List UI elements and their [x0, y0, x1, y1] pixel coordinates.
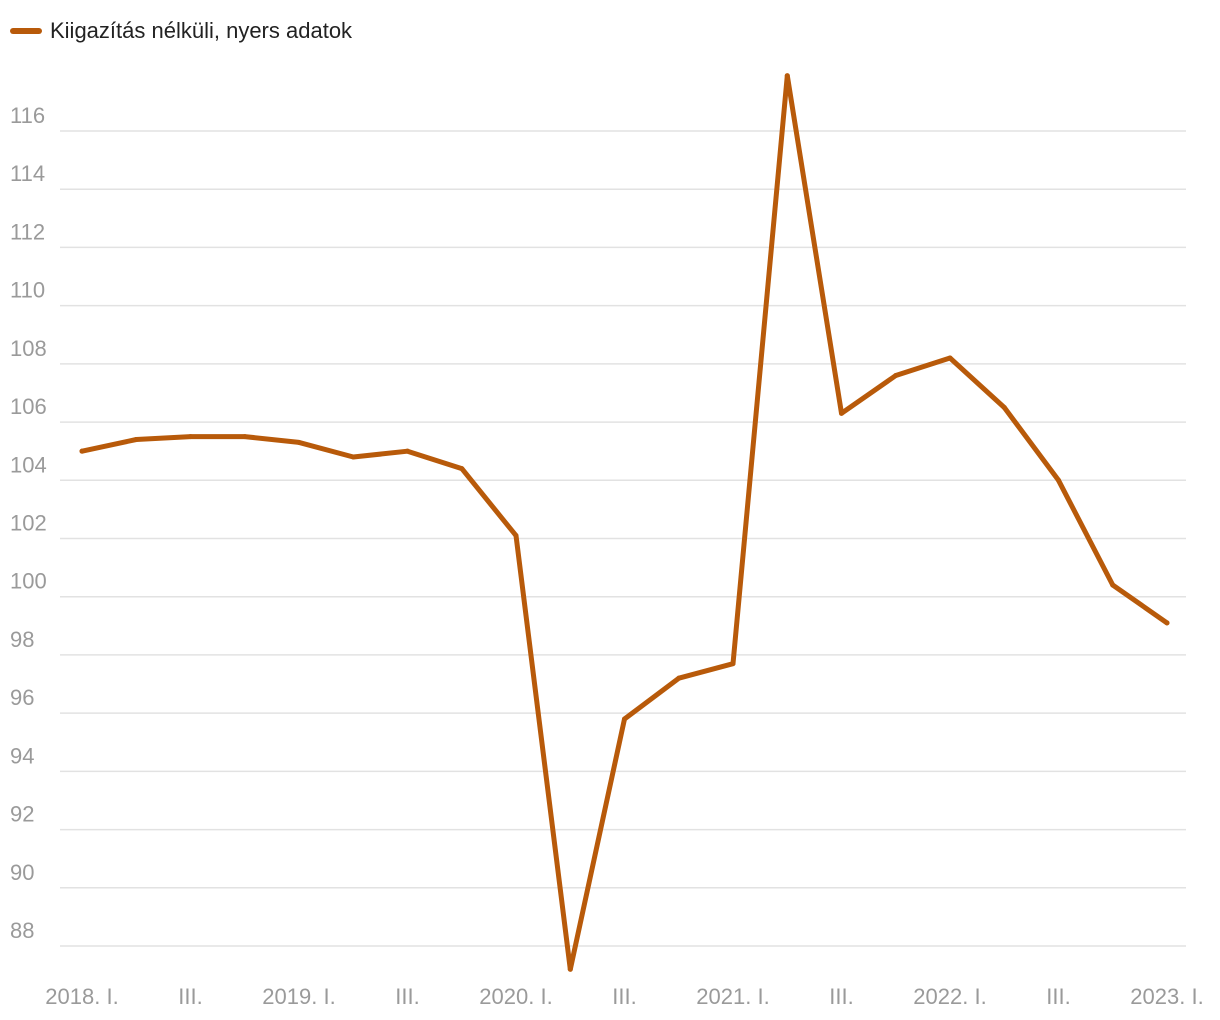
y-tick-label: 94: [10, 743, 34, 768]
data-point: [1001, 405, 1007, 411]
x-tick-label: 2020. I.: [479, 984, 552, 1009]
data-point: [79, 448, 85, 454]
x-tick-label: III.: [829, 984, 853, 1009]
data-point: [133, 437, 139, 443]
legend: Kiigazítás nélküli, nyers adatok: [10, 18, 352, 44]
x-tick-label: III.: [395, 984, 419, 1009]
x-tick-label: III.: [178, 984, 202, 1009]
data-point: [784, 73, 790, 79]
data-point: [188, 434, 193, 440]
data-point: [947, 355, 953, 361]
y-tick-label: 106: [10, 394, 47, 419]
y-tick-label: 114: [10, 161, 45, 186]
data-point: [1164, 620, 1170, 626]
y-tick-label: 96: [10, 685, 34, 710]
y-tick-label: 100: [10, 569, 47, 594]
data-point: [242, 434, 248, 440]
x-tick-label: 2022. I.: [913, 984, 986, 1009]
y-tick-label: 112: [10, 219, 45, 244]
y-tick-label: 92: [10, 802, 34, 827]
data-point: [730, 661, 736, 667]
y-tick-label: 108: [10, 336, 47, 361]
x-tick-label: 2019. I.: [262, 984, 335, 1009]
data-point: [459, 466, 465, 472]
legend-swatch: [10, 28, 42, 34]
data-point: [1110, 582, 1116, 588]
y-tick-label: 102: [10, 511, 47, 536]
x-tick-label: III.: [612, 984, 636, 1009]
data-point: [567, 966, 573, 972]
y-tick-label: 90: [10, 860, 34, 885]
data-point: [893, 373, 899, 378]
x-tick-label: 2023. I.: [1130, 984, 1203, 1009]
y-tick-label: 98: [10, 627, 34, 652]
x-tick-label: III.: [1046, 984, 1070, 1009]
data-point: [350, 454, 356, 460]
y-tick-label: 104: [10, 452, 47, 477]
data-point: [622, 716, 627, 722]
y-tick-label: 88: [10, 918, 34, 943]
series-line: [79, 73, 1170, 972]
data-point: [839, 410, 844, 416]
data-point: [676, 675, 682, 681]
y-tick-label: 110: [10, 278, 45, 303]
data-point: [513, 533, 519, 539]
data-point: [405, 448, 410, 454]
y-tick-label: 116: [10, 103, 45, 128]
data-point: [296, 439, 302, 445]
x-tick-label: 2018. I.: [45, 984, 118, 1009]
data-point: [1056, 477, 1061, 483]
x-tick-label: 2021. I.: [696, 984, 769, 1009]
legend-label: Kiigazítás nélküli, nyers adatok: [50, 18, 353, 43]
